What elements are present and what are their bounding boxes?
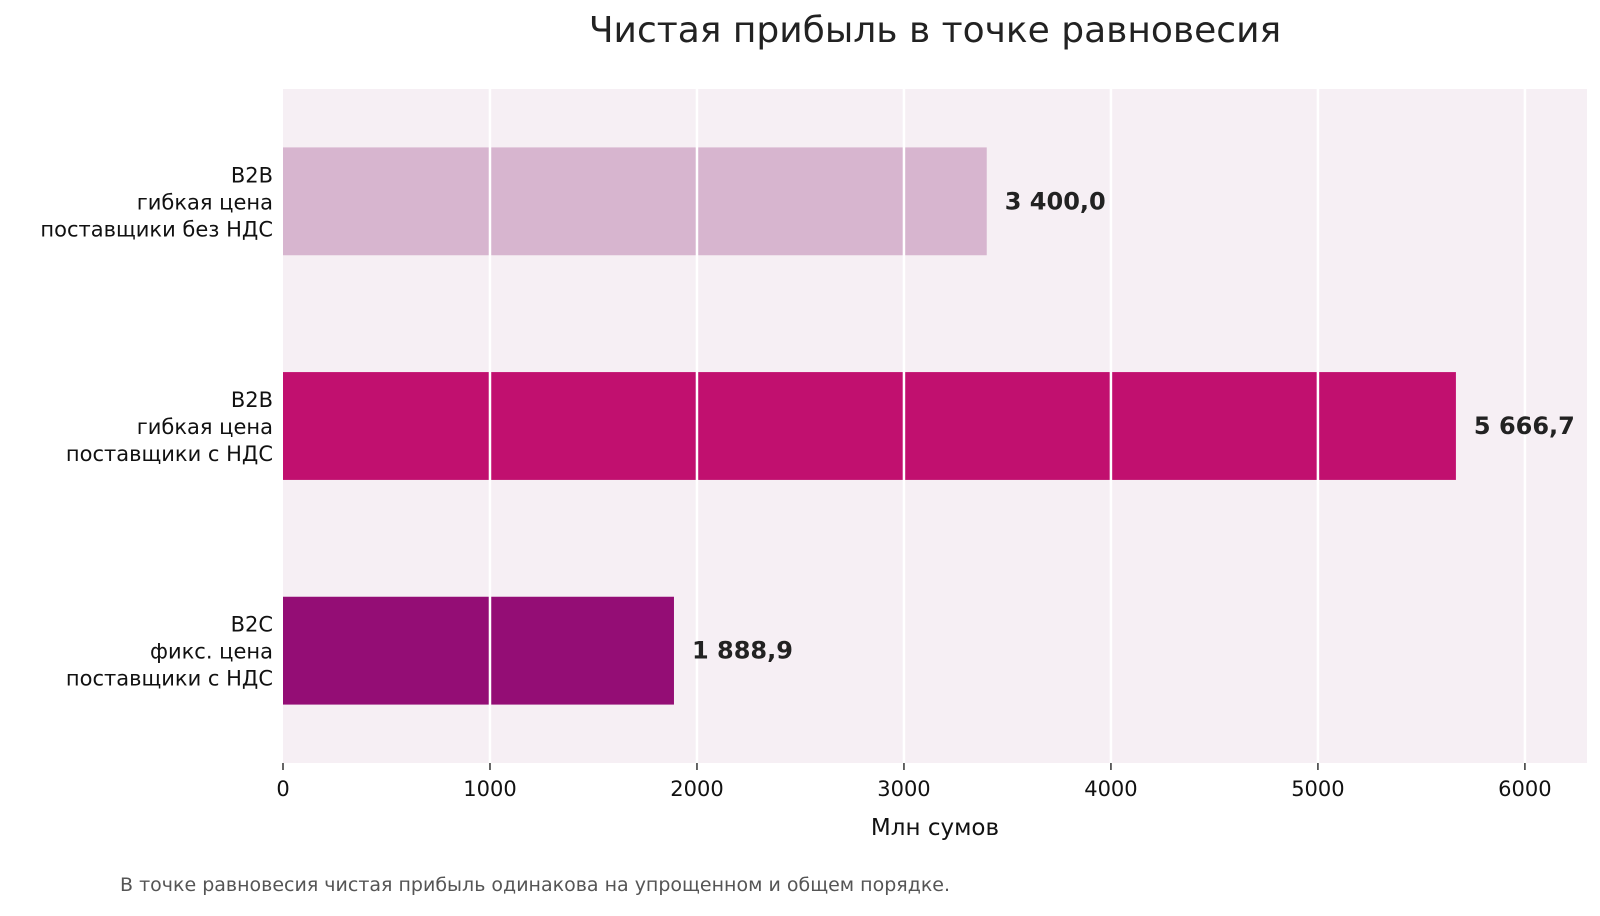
- bar-2: [283, 372, 1456, 480]
- data-label-3: 1 888,9: [692, 637, 793, 665]
- category-label-line: поставщики с НДС: [66, 442, 273, 466]
- category-label-line: гибкая цена: [137, 190, 273, 214]
- grid-layer: [488, 89, 1527, 763]
- bar-chart: 3 400,0 5 666,7 1 888,9 0 1000 2000 3000 4000 5…: [40, 89, 1587, 841]
- category-label-line: фикс. цена: [150, 640, 273, 664]
- category-label-3: B2C фикс. цена поставщики с НДС: [66, 613, 273, 691]
- bar-3: [283, 596, 674, 705]
- chart-title: Чистая прибыль в точке равновесия: [588, 10, 1282, 51]
- x-tick-label: 5000: [1291, 777, 1344, 801]
- data-label-2: 5 666,7: [1474, 412, 1575, 440]
- category-label-1: B2B гибкая цена поставщики без НДС: [40, 163, 273, 241]
- category-label-line: B2B: [231, 163, 273, 187]
- x-axis-ticks: 0 1000 2000 3000 4000 5000 6000: [276, 763, 1552, 801]
- category-label-line: B2C: [231, 613, 273, 637]
- category-labels: B2B гибкая цена поставщики без НДС B2B гибка…: [40, 163, 273, 690]
- data-label-1: 3 400,0: [1005, 187, 1106, 215]
- x-tick-label: 4000: [1084, 777, 1137, 801]
- x-tick-label: 0: [276, 777, 289, 801]
- footnote: В точке равновесия чистая прибыль одинак…: [120, 874, 951, 896]
- category-label-line: гибкая цена: [137, 415, 273, 439]
- x-tick-label: 3000: [877, 777, 930, 801]
- bar-1: [283, 147, 987, 256]
- x-tick-label: 6000: [1498, 777, 1551, 801]
- x-tick-label: 2000: [670, 777, 723, 801]
- category-label-line: поставщики без НДС: [40, 217, 273, 241]
- bars-layer: [283, 147, 1456, 705]
- category-label-line: B2B: [231, 388, 273, 412]
- category-label-2: B2B гибкая цена поставщики с НДС: [66, 388, 273, 466]
- labels-layer: 3 400,0 5 666,7 1 888,9: [692, 187, 1575, 664]
- x-axis-label: Млн сумов: [871, 815, 999, 841]
- x-tick-label: 1000: [463, 777, 516, 801]
- category-label-line: поставщики с НДС: [66, 667, 273, 691]
